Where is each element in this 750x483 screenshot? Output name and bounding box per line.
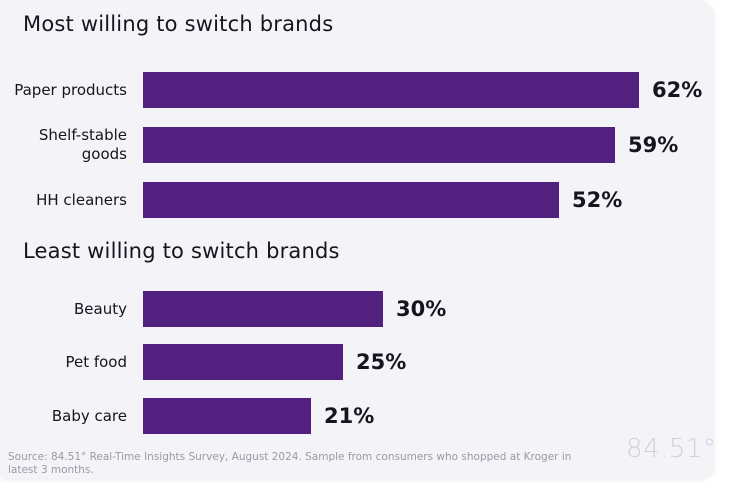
value-label-baby-care: 21%: [324, 404, 375, 428]
least-willing-title: Least willing to switch brands: [23, 239, 340, 263]
chart-card: Most willing to switch brands Least will…: [0, 0, 716, 478]
category-label-baby-care: Baby care: [51, 406, 127, 425]
bar-shelf-stable-goods: [143, 127, 615, 163]
value-label-pet-food: 25%: [356, 350, 407, 374]
bar-pet-food: [143, 344, 343, 380]
category-label-pet-food: Pet food: [65, 352, 127, 371]
category-label-hh-cleaners: HH cleaners: [36, 190, 127, 209]
most-willing-title: Most willing to switch brands: [23, 12, 334, 36]
bar-beauty: [143, 291, 383, 327]
value-label-shelf-stable-goods: 59%: [628, 133, 679, 157]
category-label-beauty: Beauty: [74, 299, 127, 318]
source-note: Source: 84.51° Real-Time Insights Survey…: [8, 451, 572, 476]
bar-paper-products: [143, 72, 639, 108]
value-label-hh-cleaners: 52%: [572, 188, 623, 212]
category-label-paper-products: Paper products: [14, 80, 127, 99]
category-label-shelf-stable-goods: Shelf-stable goods: [38, 126, 127, 163]
value-label-paper-products: 62%: [652, 78, 703, 102]
value-label-beauty: 30%: [396, 297, 447, 321]
bar-hh-cleaners: [143, 182, 559, 218]
bar-baby-care: [143, 398, 311, 434]
brand-logo: 84.51°: [626, 434, 717, 464]
